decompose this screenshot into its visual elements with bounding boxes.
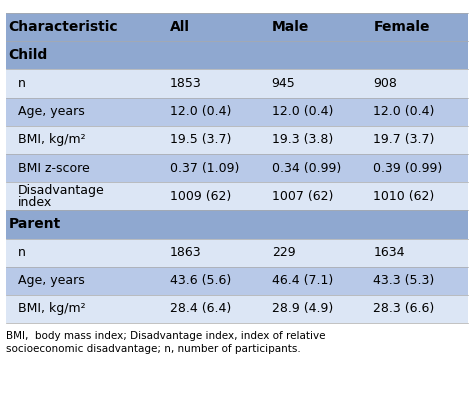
Text: 28.4 (6.4): 28.4 (6.4) [170,303,231,316]
Text: 19.7 (3.7): 19.7 (3.7) [374,134,435,147]
Text: 945: 945 [272,77,295,90]
Text: 1863: 1863 [170,246,202,259]
Text: 0.34 (0.99): 0.34 (0.99) [272,162,341,175]
Text: Age, years: Age, years [18,105,85,118]
Bar [6,13,468,41]
Text: Child: Child [9,49,48,62]
Bar [6,239,468,267]
Text: 0.37 (1.09): 0.37 (1.09) [170,162,239,175]
Text: 19.5 (3.7): 19.5 (3.7) [170,134,231,147]
Bar [6,126,468,154]
Text: Age, years: Age, years [18,274,85,287]
Bar [6,182,468,210]
Bar [6,41,468,70]
Text: Characteristic: Characteristic [9,20,118,34]
Text: 229: 229 [272,246,295,259]
Text: BMI, kg/m²: BMI, kg/m² [18,134,85,147]
Text: 28.3 (6.6): 28.3 (6.6) [374,303,435,316]
Text: 1010 (62): 1010 (62) [374,190,435,203]
Text: 12.0 (0.4): 12.0 (0.4) [272,105,333,118]
Text: 0.39 (0.99): 0.39 (0.99) [374,162,443,175]
Text: n: n [18,246,26,259]
Text: 1853: 1853 [170,77,202,90]
Text: 12.0 (0.4): 12.0 (0.4) [170,105,231,118]
Text: 12.0 (0.4): 12.0 (0.4) [374,105,435,118]
Text: 43.3 (5.3): 43.3 (5.3) [374,274,435,287]
Text: 908: 908 [374,77,397,90]
Text: Female: Female [374,20,430,34]
Text: Male: Male [272,20,309,34]
Text: 28.9 (4.9): 28.9 (4.9) [272,303,333,316]
Bar [6,267,468,295]
Text: 1007 (62): 1007 (62) [272,190,333,203]
Bar [6,295,468,323]
Text: BMI,  body mass index; Disadvantage index, index of relative
socioeconomic disad: BMI, body mass index; Disadvantage index… [6,331,326,354]
Text: n: n [18,77,26,90]
Text: Parent: Parent [9,217,61,231]
Text: 1634: 1634 [374,246,405,259]
Text: 43.6 (5.6): 43.6 (5.6) [170,274,231,287]
Text: All: All [170,20,190,34]
Bar [6,70,468,98]
Text: BMI z-score: BMI z-score [18,162,90,175]
Bar [6,98,468,126]
Text: 46.4 (7.1): 46.4 (7.1) [272,274,333,287]
Bar [6,210,468,239]
Text: index: index [18,196,52,209]
Text: BMI, kg/m²: BMI, kg/m² [18,303,85,316]
Text: Disadvantage: Disadvantage [18,184,105,197]
Text: 1009 (62): 1009 (62) [170,190,231,203]
Bar [6,154,468,182]
Text: 19.3 (3.8): 19.3 (3.8) [272,134,333,147]
